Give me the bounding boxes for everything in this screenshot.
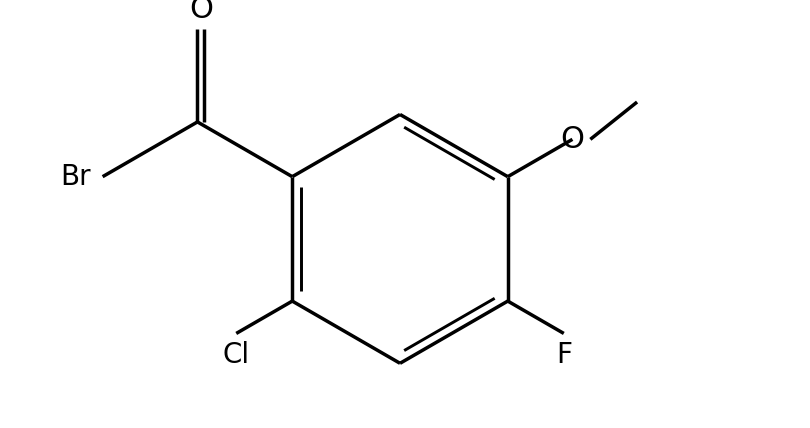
Text: Cl: Cl — [223, 342, 249, 369]
Text: O: O — [189, 0, 213, 24]
Text: O: O — [561, 125, 585, 154]
Text: F: F — [556, 342, 572, 369]
Text: Br: Br — [60, 163, 91, 191]
